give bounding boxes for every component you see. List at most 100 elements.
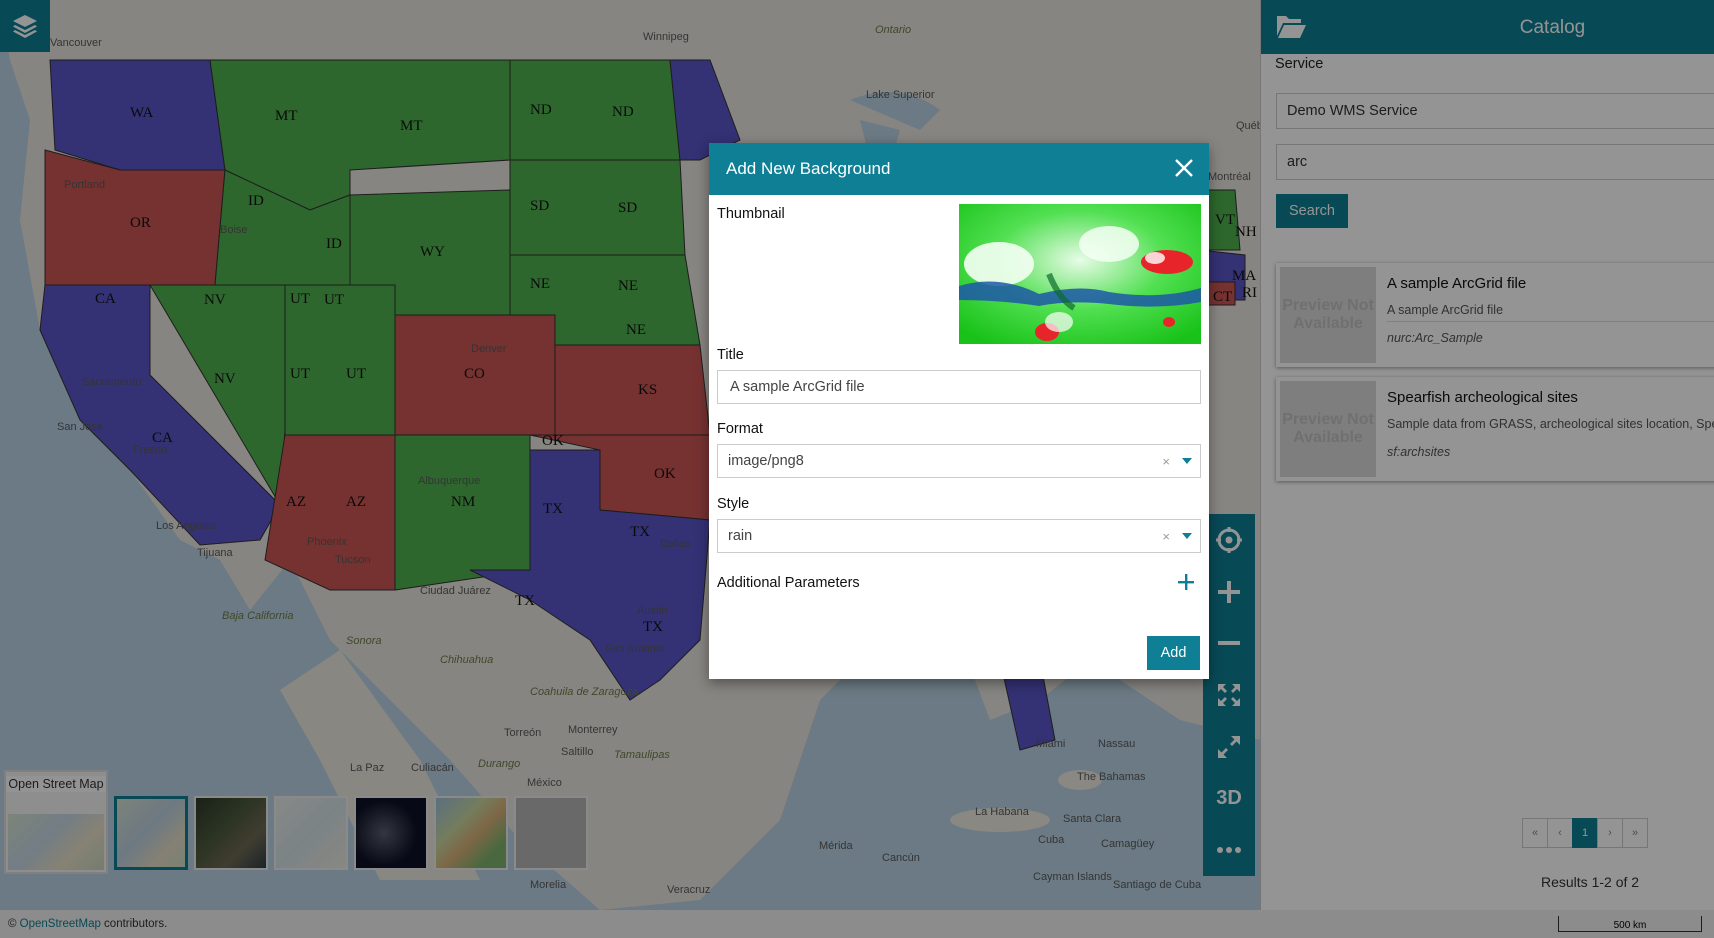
state-label: WY <box>420 244 445 260</box>
state-label: TX <box>643 619 663 635</box>
place-label: Dallas <box>660 538 691 550</box>
state-label: ID <box>248 193 264 209</box>
attribution-prefix: © <box>8 918 20 930</box>
format-select[interactable]: image/png8 × <box>717 444 1201 478</box>
state-label: SD <box>618 200 637 216</box>
search-button[interactable]: Search <box>1276 194 1348 228</box>
background-thumb-osm[interactable] <box>114 796 188 870</box>
place-label: Montréal <box>1208 171 1251 183</box>
locate-button[interactable] <box>1203 514 1255 566</box>
osm-attribution-link[interactable]: OpenStreetMap <box>19 918 101 930</box>
state-label: ND <box>530 102 552 118</box>
state-label: CT <box>1213 289 1232 305</box>
place-label: Vancouver <box>50 37 102 49</box>
fullscreen-button[interactable] <box>1203 721 1255 773</box>
layers-icon <box>13 15 37 38</box>
state-label: NV <box>214 371 236 387</box>
style-clear-icon[interactable]: × <box>1162 529 1170 544</box>
state-label: OR <box>130 215 151 231</box>
catalog-header: Catalog <box>1261 0 1714 54</box>
close-icon[interactable] <box>1173 157 1195 179</box>
state-label: AZ <box>346 494 366 510</box>
state-label: RI <box>1242 285 1257 301</box>
plus-icon <box>1218 580 1240 603</box>
record-preview-placeholder: Preview Not Available <box>1280 267 1376 363</box>
place-label: Fresno <box>133 444 167 456</box>
background-thumb-terrain[interactable] <box>434 796 508 870</box>
place-label: Santa Clara <box>1063 813 1122 825</box>
zoom-to-extent-button[interactable] <box>1203 669 1255 721</box>
place-label: Culiacán <box>411 762 454 774</box>
state-label: NM <box>451 494 475 510</box>
state-label: UT <box>346 366 366 382</box>
catalog-title: Catalog <box>1519 17 1586 38</box>
format-dropdown-icon[interactable] <box>1182 458 1192 464</box>
format-label: Format <box>717 421 763 437</box>
title-input[interactable]: A sample ArcGrid file <box>717 370 1201 404</box>
thumbnail-image[interactable] <box>959 204 1201 344</box>
expand-arrows-icon <box>1218 683 1240 706</box>
state-label: OK <box>654 466 676 482</box>
state-label: NH <box>1235 224 1257 240</box>
format-clear-icon[interactable]: × <box>1162 454 1170 469</box>
scale-bar: 500 km <box>1558 916 1702 932</box>
zoom-out-button[interactable] <box>1203 617 1255 669</box>
place-label: Tucson <box>335 554 371 566</box>
state-label: CO <box>464 366 485 382</box>
place-label: Lake Superior <box>866 89 935 101</box>
more-button[interactable] <box>1203 824 1255 876</box>
dialog-title: Add New Background <box>726 159 891 178</box>
catalog-panel: Catalog Service Demo WMS Service arc Sea… <box>1260 0 1714 910</box>
place-label: Albuquerque <box>418 475 480 487</box>
folder-open-icon <box>1277 16 1306 38</box>
catalog-record[interactable]: Preview Not Available A sample ArcGrid f… <box>1276 263 1714 367</box>
style-select[interactable]: rain × <box>717 519 1201 553</box>
minus-icon <box>1218 641 1240 646</box>
state-label: WA <box>130 105 153 121</box>
state-label: VT <box>1215 212 1235 228</box>
place-label: Tamaulipas <box>614 749 670 761</box>
record-title: A sample ArcGrid file <box>1387 275 1527 292</box>
state-label: UT <box>290 291 310 307</box>
record-divider <box>1387 321 1714 322</box>
additional-parameters-label: Additional Parameters <box>717 575 860 591</box>
background-thumb-light[interactable] <box>274 796 348 870</box>
pager-last[interactable]: » <box>1622 818 1648 848</box>
service-select[interactable]: Demo WMS Service <box>1276 93 1714 129</box>
place-label: La Paz <box>350 762 384 774</box>
background-thumb-night[interactable] <box>354 796 428 870</box>
state-label: AZ <box>286 494 306 510</box>
zoom-in-button[interactable] <box>1203 566 1255 618</box>
add-button[interactable]: Add <box>1147 636 1200 670</box>
state-polygons <box>39 59 1246 751</box>
catalog-search-input[interactable]: arc <box>1276 144 1714 180</box>
place-label: Boise <box>220 224 248 236</box>
dialog-header: Add New Background <box>709 143 1209 195</box>
place-label: Austin <box>637 605 668 617</box>
place-label: Nassau <box>1098 738 1135 750</box>
catalog-record[interactable]: Preview Not Available Spearfish archeolo… <box>1276 377 1714 481</box>
record-title: Spearfish archeological sites <box>1387 389 1578 406</box>
3d-toggle-button[interactable]: 3D <box>1216 786 1242 809</box>
current-background-preview[interactable]: Open Street Map <box>4 770 108 874</box>
crosshair-icon <box>1216 526 1242 553</box>
fullscreen-icon <box>1218 735 1240 758</box>
pager-page-1[interactable]: 1 <box>1572 818 1598 848</box>
ellipsis-icon <box>1217 846 1241 853</box>
pagination: « ‹ 1 › » <box>1522 818 1648 848</box>
style-value: rain <box>728 528 753 544</box>
place-label: Coahuila de Zaragoza <box>530 686 638 698</box>
map-attribution: © OpenStreetMap contributors. <box>8 918 167 930</box>
style-dropdown-icon[interactable] <box>1182 533 1192 539</box>
state-labels: WA MT MT ND ND OR ID ID WY SD SD CA NV U… <box>95 102 1257 635</box>
state-label: ID <box>326 236 342 252</box>
state-label: MT <box>400 118 423 134</box>
layers-button[interactable] <box>0 0 50 52</box>
results-count: Results 1-2 of 2 <box>1541 874 1640 890</box>
service-label: Service <box>1275 56 1324 72</box>
record-description: Sample data from GRASS, archeological si… <box>1387 417 1714 431</box>
place-label: Torreón <box>504 727 541 739</box>
background-thumb-satellite[interactable] <box>194 796 268 870</box>
add-parameter-icon[interactable] <box>1177 573 1195 591</box>
background-thumb-empty[interactable] <box>514 796 588 870</box>
